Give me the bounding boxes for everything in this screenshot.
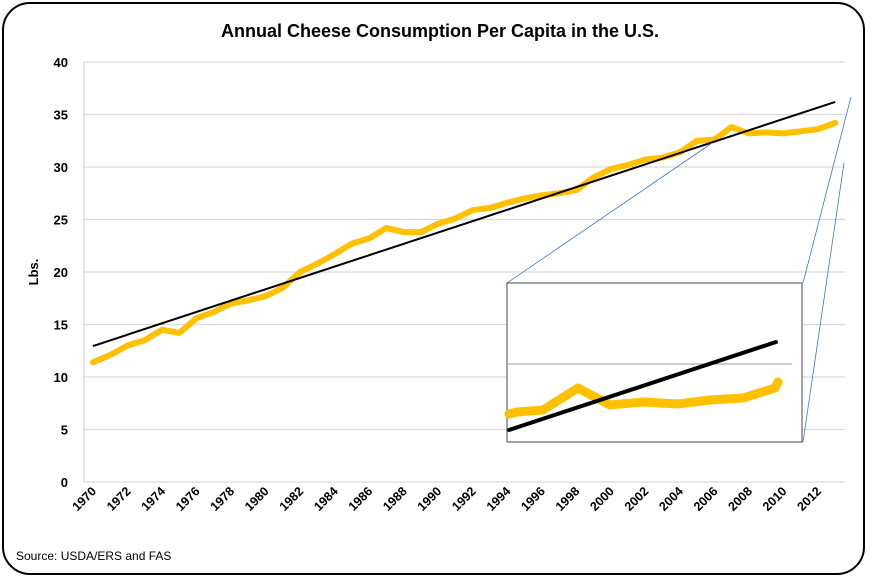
y-tick-label: 0 bbox=[61, 475, 68, 490]
x-tick-label: 2008 bbox=[725, 484, 755, 514]
x-tick-label: 2004 bbox=[656, 484, 686, 514]
y-tick-label: 25 bbox=[54, 213, 68, 228]
data-series-line bbox=[90, 119, 839, 366]
x-tick-label: 1992 bbox=[449, 484, 479, 514]
x-tick-label: 2006 bbox=[691, 484, 721, 514]
x-tick-label: 1980 bbox=[242, 484, 272, 514]
x-tick-label: 1996 bbox=[518, 484, 548, 514]
y-tick-label: 30 bbox=[54, 160, 68, 175]
x-tick-label: 2000 bbox=[587, 484, 617, 514]
chart-title: Annual Cheese Consumption Per Capita in … bbox=[221, 21, 659, 41]
inset-trendline bbox=[507, 340, 778, 432]
x-tick-label: 1994 bbox=[484, 484, 514, 514]
inset-series-line bbox=[504, 377, 783, 419]
y-tick-label: 15 bbox=[54, 318, 68, 333]
x-tick-label: 1970 bbox=[70, 484, 100, 514]
zoom-connector bbox=[802, 96, 852, 284]
zoom-connector bbox=[506, 142, 713, 284]
y-tick-label: 20 bbox=[54, 265, 68, 280]
x-tick-label: 1978 bbox=[208, 484, 238, 514]
x-tick-label: 1976 bbox=[173, 484, 203, 514]
x-tick-label: 2012 bbox=[794, 484, 824, 514]
y-tick-label: 10 bbox=[54, 370, 68, 385]
x-tick-label: 1990 bbox=[415, 484, 445, 514]
x-tick-label: 1998 bbox=[553, 484, 583, 514]
y-axis-label: Lbs. bbox=[26, 259, 41, 286]
x-tick-label: 2010 bbox=[760, 484, 790, 514]
x-tick-label: 1972 bbox=[104, 484, 134, 514]
x-tick-label: 1982 bbox=[277, 484, 307, 514]
x-tick-label: 1988 bbox=[380, 484, 410, 514]
source-note: Source: USDA/ERS and FAS bbox=[16, 549, 171, 563]
y-tick-label: 40 bbox=[54, 55, 68, 70]
zoom-connector bbox=[802, 162, 845, 443]
x-tick-label: 2002 bbox=[622, 484, 652, 514]
x-tick-label: 1986 bbox=[346, 484, 376, 514]
x-tick-label: 1984 bbox=[311, 484, 341, 514]
y-tick-label: 5 bbox=[61, 423, 68, 438]
x-tick-label: 1974 bbox=[139, 484, 169, 514]
y-tick-label: 35 bbox=[54, 108, 68, 123]
chart-frame bbox=[2, 2, 865, 575]
trendline bbox=[92, 100, 836, 347]
